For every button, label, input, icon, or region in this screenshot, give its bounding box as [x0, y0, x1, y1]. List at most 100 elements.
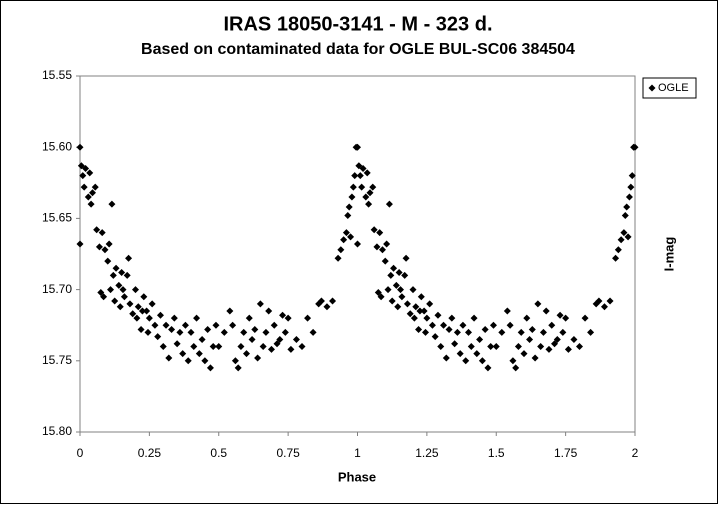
- data-point: [627, 183, 635, 191]
- data-point: [377, 293, 385, 301]
- data-point: [453, 328, 461, 336]
- x-tick-label: 0: [77, 446, 84, 460]
- data-point: [76, 240, 84, 248]
- data-point: [369, 183, 377, 191]
- data-point: [376, 229, 384, 237]
- data-point: [129, 310, 137, 318]
- data-point: [98, 229, 106, 237]
- data-point: [209, 343, 217, 351]
- data-point: [398, 293, 406, 301]
- data-point: [478, 357, 486, 365]
- data-point: [115, 281, 123, 289]
- data-point: [614, 246, 622, 254]
- data-point: [243, 350, 250, 358]
- chart-title: IRAS 18050-3141 - M - 323 d.: [223, 13, 492, 35]
- data-point: [259, 343, 267, 351]
- data-point: [112, 264, 120, 272]
- x-tick-label: 0.75: [276, 446, 300, 460]
- data-point: [462, 357, 470, 365]
- data-point: [181, 321, 189, 329]
- data-point: [431, 333, 439, 341]
- data-point: [487, 343, 495, 351]
- data-point: [254, 354, 262, 362]
- data-point: [145, 314, 153, 322]
- y-tick-label: 15.55: [42, 68, 72, 82]
- data-point: [226, 307, 234, 315]
- data-point: [498, 328, 506, 336]
- data-point: [402, 254, 410, 262]
- data-point: [456, 350, 464, 358]
- data-point: [631, 143, 639, 151]
- data-point: [100, 293, 108, 301]
- data-point: [143, 307, 151, 315]
- data-point: [104, 257, 112, 265]
- data-point: [358, 183, 366, 191]
- data-point: [394, 303, 402, 311]
- data-point: [617, 236, 625, 244]
- data-point: [248, 335, 256, 343]
- data-point: [420, 307, 428, 315]
- data-point: [509, 357, 517, 365]
- data-point: [564, 345, 572, 353]
- data-point: [383, 240, 391, 248]
- data-point: [162, 321, 170, 329]
- data-point: [133, 314, 141, 322]
- data-point: [262, 328, 270, 336]
- data-point: [442, 354, 450, 362]
- data-point: [514, 343, 522, 351]
- data-point: [470, 314, 478, 322]
- x-tick-label: 1.25: [415, 446, 439, 460]
- data-point: [437, 343, 445, 351]
- data-point: [309, 328, 317, 336]
- data-point: [621, 212, 629, 220]
- data-point: [154, 333, 162, 341]
- data-point: [245, 314, 253, 322]
- data-point: [537, 343, 545, 351]
- data-point: [256, 300, 264, 308]
- data-point: [365, 200, 373, 208]
- data-point: [107, 286, 115, 294]
- data-point: [381, 257, 389, 265]
- data-point: [410, 314, 418, 322]
- data-point: [101, 246, 109, 254]
- data-point: [347, 233, 355, 241]
- data-point: [459, 321, 467, 329]
- data-point: [531, 354, 539, 362]
- x-tick-label: 2: [632, 446, 639, 460]
- data-point: [82, 165, 90, 173]
- data-point: [108, 200, 116, 208]
- y-tick-label: 15.65: [42, 211, 72, 225]
- data-point: [251, 325, 259, 333]
- data-point: [349, 183, 357, 191]
- data-point: [77, 162, 85, 170]
- data-point: [451, 340, 459, 348]
- data-point: [415, 325, 423, 333]
- data-point: [204, 325, 212, 333]
- data-point: [354, 240, 361, 248]
- data-point: [388, 297, 396, 305]
- data-point: [159, 343, 167, 351]
- data-point: [116, 303, 124, 311]
- data-point: [170, 314, 178, 322]
- data-point: [190, 343, 198, 351]
- data-point: [403, 300, 411, 308]
- data-point: [489, 321, 497, 329]
- data-point: [559, 328, 567, 336]
- data-point: [80, 183, 88, 191]
- data-point: [606, 297, 614, 305]
- x-tick-label: 0.25: [138, 446, 162, 460]
- data-point: [370, 226, 378, 234]
- data-point: [345, 203, 353, 211]
- y-tick-label: 15.70: [42, 282, 72, 296]
- data-point: [412, 303, 420, 311]
- data-point: [356, 172, 364, 180]
- data-point: [423, 314, 431, 322]
- data-point: [473, 350, 481, 358]
- data-point: [348, 193, 356, 201]
- data-point: [620, 229, 628, 237]
- plot-area: [79, 75, 636, 433]
- data-point: [97, 288, 105, 296]
- data-point: [156, 311, 164, 319]
- x-tick-label: 1.75: [554, 446, 578, 460]
- data-point: [237, 343, 245, 351]
